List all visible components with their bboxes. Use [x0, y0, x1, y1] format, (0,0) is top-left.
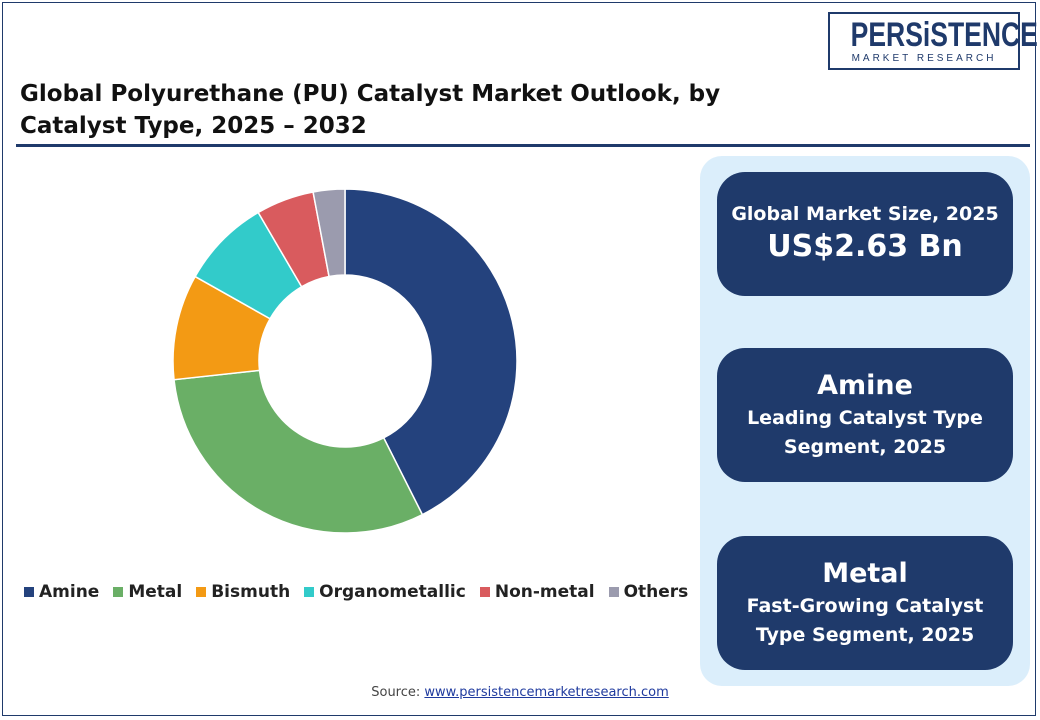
legend-label-metal: Metal — [128, 582, 183, 602]
logo-sub-text: MARKET RESEARCH — [851, 53, 997, 64]
source-link[interactable]: www.persistencemarketresearch.com — [424, 685, 669, 700]
legend-item-amine: Amine — [24, 582, 99, 602]
leading-segment-name: Amine — [817, 370, 913, 401]
page-title: Global Polyurethane (PU) Catalyst Market… — [20, 81, 721, 139]
logo-main-text: PERSiSTENCE — [850, 16, 1038, 54]
donut-slice-amine — [344, 188, 518, 516]
legend-swatch-metal — [113, 587, 124, 597]
leading-segment-desc-1: Leading Catalyst Type — [747, 407, 983, 429]
fast-growing-desc-1: Fast-Growing Catalyst — [746, 595, 984, 617]
source-label: Source: — [371, 685, 421, 700]
legend-item-bismuth: Bismuth — [196, 582, 290, 602]
legend-swatch-others — [608, 587, 619, 597]
legend-swatch-amine — [24, 587, 34, 597]
fast-growing-segment-name: Metal — [822, 558, 908, 589]
source-line: Source: www.persistencemarketresearch.co… — [0, 685, 1040, 700]
fast-growing-desc-2: Type Segment, 2025 — [755, 624, 975, 646]
donut-chart — [172, 188, 518, 534]
donut-slice-metal — [173, 369, 424, 534]
legend-item-non-metal: Non-metal — [479, 582, 595, 602]
legend-item-metal: Metal — [113, 582, 182, 602]
legend-item-organometallic: Organometallic — [304, 582, 466, 602]
market-size-value: US$2.63 Bn — [767, 229, 963, 264]
chart-legend: Amine Metal Bismuth Organometallic Non-metal… — [24, 580, 688, 604]
legend-label-others: Others — [623, 582, 689, 602]
legend-label-organometallic: Organometallic — [319, 582, 466, 602]
leading-segment-desc-2: Segment, 2025 — [783, 436, 947, 458]
legend-swatch-organometallic — [304, 587, 315, 597]
legend-label-amine: Amine — [39, 582, 100, 602]
legend-label-non-metal: Non-metal — [494, 582, 595, 602]
fast-growing-card: Metal Fast-Growing Catalyst Type Segment… — [717, 536, 1013, 670]
market-size-label: Global Market Size, 2025 — [731, 203, 999, 225]
legend-swatch-non-metal — [479, 587, 490, 597]
legend-item-others: Others — [608, 582, 689, 602]
persistence-logo: PERSiSTENCE MARKET RESEARCH — [828, 12, 1038, 70]
legend-swatch-bismuth — [196, 587, 207, 597]
donut-slice-others — [312, 188, 346, 278]
title-divider — [16, 144, 1030, 147]
market-size-card: Global Market Size, 2025 US$2.63 Bn — [717, 172, 1013, 296]
leading-segment-card: Amine Leading Catalyst Type Segment, 202… — [717, 348, 1013, 482]
legend-label-bismuth: Bismuth — [211, 582, 291, 602]
